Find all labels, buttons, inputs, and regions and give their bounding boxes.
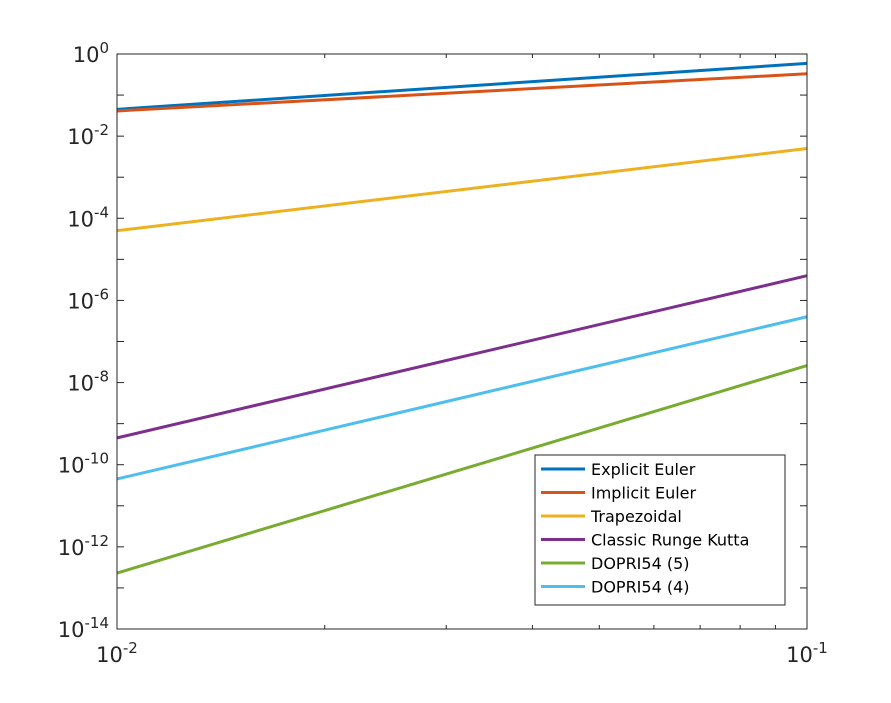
legend-label: DOPRI54 (4) [591, 578, 690, 597]
legend: Explicit Euler Implicit Euler Trapezoidal C… [534, 454, 786, 606]
axes-box [116, 53, 808, 630]
series-line-4 [116, 364, 808, 575]
x-tick-label: 10-1 [786, 639, 828, 667]
y-tick-label: 100 [73, 39, 109, 67]
y-tick-label: 10-8 [67, 368, 109, 396]
legend-label: DOPRI54 (5) [591, 554, 690, 573]
y-tick-label: 10-14 [58, 614, 109, 642]
legend-label: Implicit Euler [591, 484, 696, 503]
series-line-2 [116, 147, 808, 233]
y-tick-label: 10-6 [67, 285, 109, 313]
x-tick-label: 10-2 [96, 639, 138, 667]
y-axis-tick-labels: 100 10-2 10-4 10-6 10-8 10-10 10-12 10-14 [58, 39, 109, 642]
series-lines [116, 61, 808, 575]
series-line-3 [116, 274, 808, 440]
legend-label: Trapezoidal [590, 507, 682, 526]
y-tick-label: 10-2 [67, 121, 109, 149]
legend-box [534, 454, 786, 606]
y-tick-label: 10-10 [58, 450, 109, 478]
y-tick-label: 10-4 [67, 203, 109, 231]
y-tick-label: 10-12 [58, 532, 109, 560]
legend-label: Explicit Euler [591, 460, 696, 479]
series-line-0 [116, 61, 808, 111]
series-line-1 [116, 72, 808, 113]
legend-label: Classic Runge Kutta [591, 531, 749, 550]
series-line-5 [116, 315, 808, 481]
x-axis-tick-labels: 10-2 10-1 [96, 639, 828, 667]
